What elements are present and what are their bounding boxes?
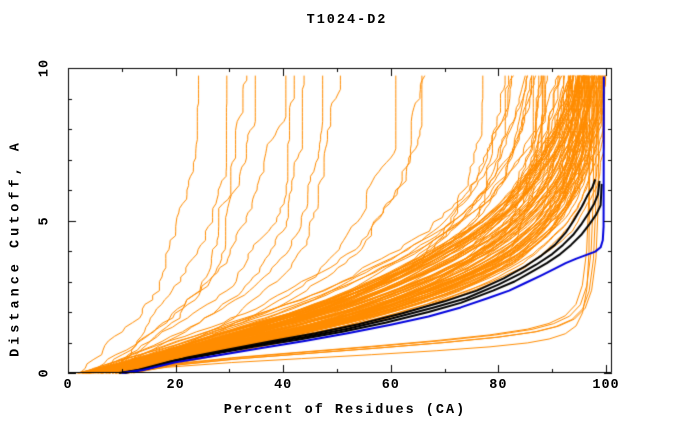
x-tick-label-60: 60 [381, 378, 400, 393]
y-tick-label-0: 0 [37, 368, 53, 378]
x-tick-label-20: 20 [166, 378, 185, 393]
x-tick-label-80: 80 [489, 378, 508, 393]
y-tick-label-10: 10 [37, 58, 53, 78]
x-tick-label-100: 100 [592, 378, 620, 393]
y-axis-label: Distance Cutoff, A [8, 139, 24, 357]
chart-title: T1024-D2 [306, 13, 388, 28]
y-tick-label-5: 5 [37, 215, 53, 226]
x-tick-label-0: 0 [63, 378, 73, 393]
x-tick-label-40: 40 [274, 378, 293, 393]
x-axis-label: Percent of Residues (CA) [223, 403, 467, 418]
